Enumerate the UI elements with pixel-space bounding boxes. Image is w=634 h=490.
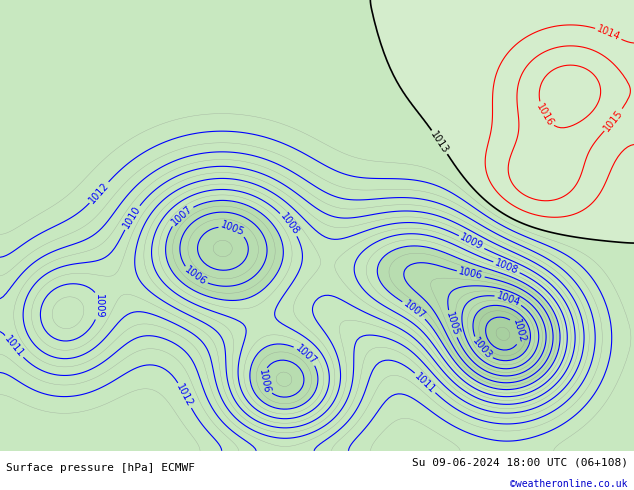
Text: 1010: 1010 bbox=[121, 204, 143, 230]
Text: 1006: 1006 bbox=[458, 267, 484, 282]
Text: 1006: 1006 bbox=[257, 368, 271, 394]
Text: 1009: 1009 bbox=[458, 232, 485, 252]
Text: 1014: 1014 bbox=[595, 24, 622, 43]
Text: 1007: 1007 bbox=[294, 343, 318, 367]
Text: Su 09-06-2024 18:00 UTC (06+108): Su 09-06-2024 18:00 UTC (06+108) bbox=[411, 458, 628, 467]
Text: 1012: 1012 bbox=[174, 382, 195, 409]
Text: 1011: 1011 bbox=[413, 371, 437, 395]
Text: 1007: 1007 bbox=[401, 298, 427, 321]
Text: 1012: 1012 bbox=[87, 180, 111, 205]
Text: Surface pressure [hPa] ECMWF: Surface pressure [hPa] ECMWF bbox=[6, 464, 195, 473]
Text: 1005: 1005 bbox=[219, 220, 246, 238]
Text: 1011: 1011 bbox=[3, 334, 25, 359]
Text: ©weatheronline.co.uk: ©weatheronline.co.uk bbox=[510, 479, 628, 489]
Text: 1002: 1002 bbox=[510, 318, 527, 344]
Text: 1004: 1004 bbox=[495, 290, 522, 308]
Text: 1006: 1006 bbox=[183, 265, 208, 288]
Text: 1008: 1008 bbox=[493, 258, 520, 276]
Text: 1016: 1016 bbox=[534, 101, 555, 128]
Text: 1005: 1005 bbox=[444, 311, 460, 337]
Text: 1003: 1003 bbox=[470, 336, 493, 362]
Text: 1009: 1009 bbox=[94, 294, 104, 318]
Text: 1008: 1008 bbox=[278, 212, 301, 237]
Text: 1013: 1013 bbox=[429, 129, 451, 155]
Text: 1015: 1015 bbox=[602, 107, 625, 133]
Text: 1007: 1007 bbox=[169, 203, 194, 227]
